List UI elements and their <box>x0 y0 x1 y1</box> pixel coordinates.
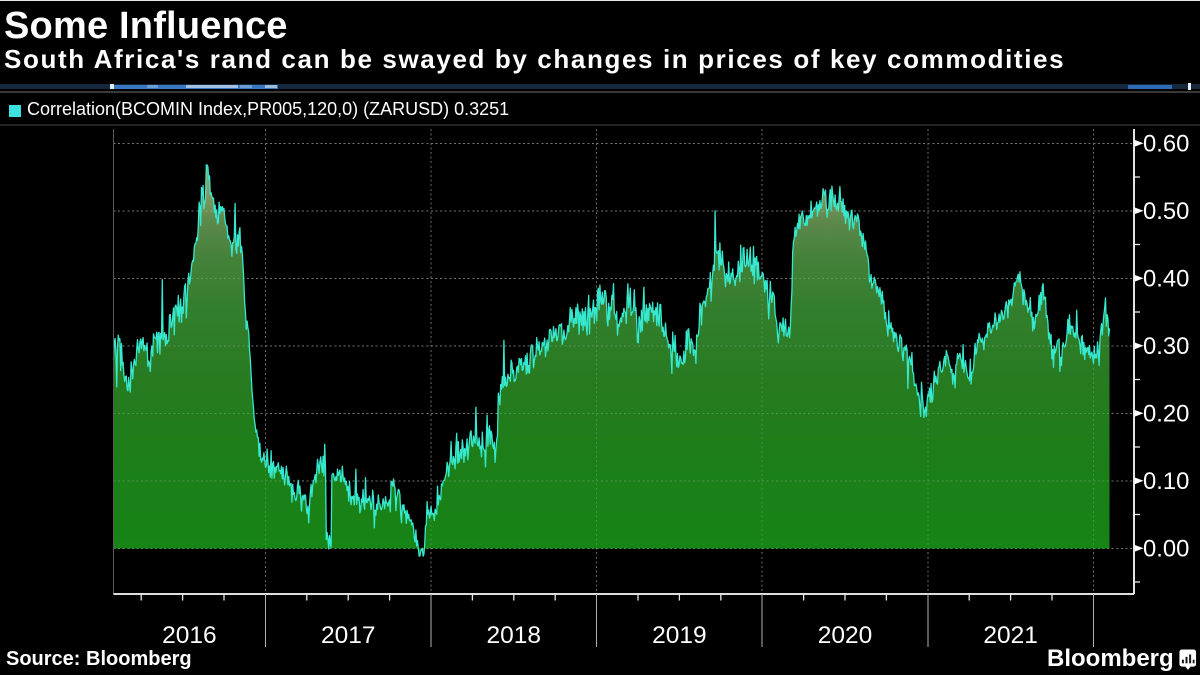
svg-text:2018: 2018 <box>487 622 542 649</box>
svg-text:0.50: 0.50 <box>1143 198 1189 225</box>
svg-text:2021: 2021 <box>983 622 1038 649</box>
svg-text:0.10: 0.10 <box>1143 468 1189 495</box>
svg-text:2016: 2016 <box>162 622 217 649</box>
svg-text:0.60: 0.60 <box>1143 131 1189 158</box>
svg-text:0.40: 0.40 <box>1143 266 1189 293</box>
svg-text:0.00: 0.00 <box>1143 536 1189 563</box>
svg-text:2019: 2019 <box>652 622 707 649</box>
svg-text:2020: 2020 <box>818 622 873 649</box>
svg-text:2017: 2017 <box>321 622 376 649</box>
svg-text:0.30: 0.30 <box>1143 333 1189 360</box>
svg-text:0.20: 0.20 <box>1143 401 1189 428</box>
